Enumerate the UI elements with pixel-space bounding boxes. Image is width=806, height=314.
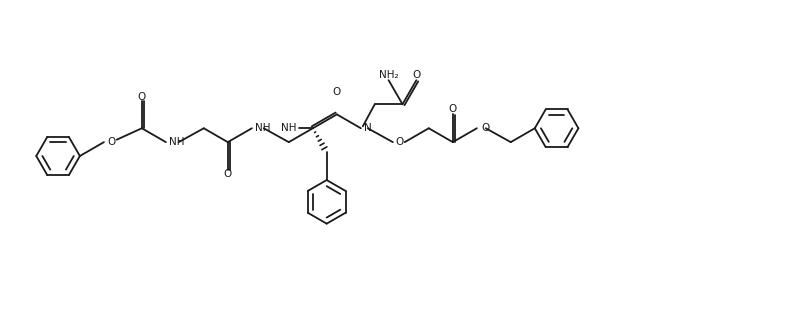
Text: NH: NH	[255, 123, 270, 133]
Text: NH: NH	[168, 137, 185, 147]
Text: O: O	[482, 123, 490, 133]
Text: O: O	[412, 70, 421, 80]
Text: O: O	[449, 105, 457, 114]
Text: NH₂: NH₂	[379, 70, 398, 80]
Text: N: N	[364, 123, 372, 133]
Text: O: O	[224, 169, 232, 179]
Text: O: O	[108, 137, 116, 147]
Text: NH: NH	[281, 123, 297, 133]
Text: O: O	[138, 92, 146, 101]
Text: O: O	[396, 137, 404, 147]
Text: O: O	[333, 87, 341, 97]
